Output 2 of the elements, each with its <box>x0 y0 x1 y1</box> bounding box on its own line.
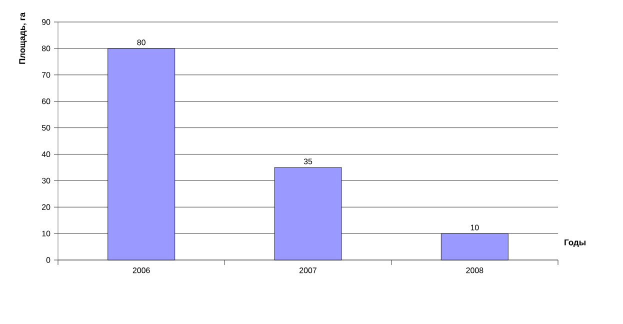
y-axis-title: Площадь, га <box>19 12 27 64</box>
x-axis-title: Годы <box>564 239 586 247</box>
